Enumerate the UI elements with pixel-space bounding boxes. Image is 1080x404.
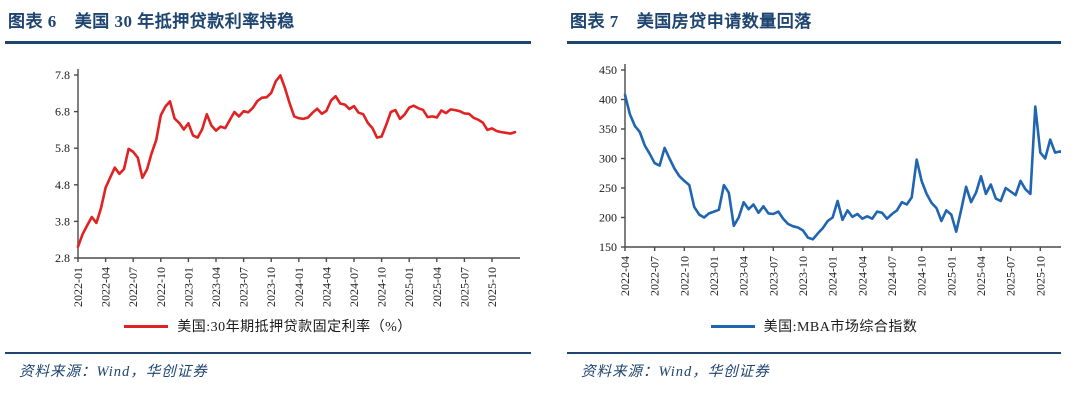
svg-text:2023-01: 2023-01 bbox=[707, 256, 721, 296]
svg-text:2022-10: 2022-10 bbox=[154, 267, 168, 307]
svg-text:300: 300 bbox=[599, 152, 617, 166]
mba-index-line-chart: 150 200 250 300 350 400 450 2022-04 2022-07 2022-… bbox=[599, 63, 1061, 296]
source-rule bbox=[567, 352, 1061, 354]
svg-text:2024-01: 2024-01 bbox=[826, 256, 840, 296]
svg-text:2024-07: 2024-07 bbox=[347, 267, 361, 307]
svg-text:2025-04: 2025-04 bbox=[974, 256, 988, 296]
svg-text:2024-01: 2024-01 bbox=[292, 267, 306, 307]
svg-text:2024-07: 2024-07 bbox=[885, 256, 899, 296]
legend-label: 美国:MBA市场综合指数 bbox=[763, 320, 918, 335]
svg-text:450: 450 bbox=[599, 63, 617, 77]
svg-text:2022-04: 2022-04 bbox=[99, 267, 113, 307]
svg-text:2022-07: 2022-07 bbox=[126, 267, 140, 307]
svg-text:150: 150 bbox=[599, 240, 617, 254]
source-text: 资料来源：Wind，华创证券 bbox=[581, 364, 770, 380]
source-rule bbox=[5, 352, 531, 354]
svg-text:2025-07: 2025-07 bbox=[457, 267, 471, 307]
svg-text:2023-04: 2023-04 bbox=[737, 256, 751, 296]
svg-text:250: 250 bbox=[599, 181, 617, 195]
svg-text:2.8: 2.8 bbox=[55, 251, 70, 265]
svg-text:6.8: 6.8 bbox=[55, 105, 70, 119]
figure-label: 图表 6 bbox=[8, 12, 57, 31]
svg-text:5.8: 5.8 bbox=[55, 141, 70, 155]
svg-text:2023-07: 2023-07 bbox=[237, 267, 251, 307]
figure-panel-left: 图表 6 美国 30 年抵押贷款利率持稳 2.8 3.8 4.8 5.8 6.8 7.8 20… bbox=[5, 0, 531, 404]
legend: 美国:30年期抵押贷款固定利率（%） bbox=[5, 316, 531, 336]
svg-text:2024-10: 2024-10 bbox=[915, 256, 929, 296]
svg-text:400: 400 bbox=[599, 93, 617, 107]
svg-text:2024-04: 2024-04 bbox=[855, 256, 869, 296]
figure-title: 图表 7 美国房贷申请数量回落 bbox=[570, 7, 812, 32]
svg-text:2023-10: 2023-10 bbox=[264, 267, 278, 307]
figure-panel-right: 图表 7 美国房贷申请数量回落 150 200 250 300 350 400 450 2022… bbox=[567, 0, 1061, 404]
title-rule bbox=[567, 41, 1061, 44]
svg-text:2024-04: 2024-04 bbox=[319, 267, 333, 307]
svg-text:2025-01: 2025-01 bbox=[944, 256, 958, 296]
svg-text:2023-04: 2023-04 bbox=[209, 267, 223, 307]
svg-text:2023-10: 2023-10 bbox=[796, 256, 810, 296]
legend-line-marker bbox=[710, 324, 755, 328]
svg-text:2025-01: 2025-01 bbox=[402, 267, 416, 307]
legend-line-marker bbox=[124, 324, 169, 328]
svg-text:2025-04: 2025-04 bbox=[430, 267, 444, 307]
svg-text:2025-07: 2025-07 bbox=[1004, 256, 1018, 296]
svg-text:2022-01: 2022-01 bbox=[71, 267, 85, 307]
title-rule bbox=[5, 41, 531, 44]
svg-text:4.8: 4.8 bbox=[55, 178, 70, 192]
svg-text:2024-10: 2024-10 bbox=[375, 267, 389, 307]
svg-text:2023-01: 2023-01 bbox=[181, 267, 195, 307]
figure-title: 图表 6 美国 30 年抵押贷款利率持稳 bbox=[8, 7, 295, 32]
figure-label: 图表 7 bbox=[570, 12, 619, 31]
legend-label: 美国:30年期抵押贷款固定利率（%） bbox=[177, 320, 412, 335]
svg-text:200: 200 bbox=[599, 211, 617, 225]
svg-text:2022-07: 2022-07 bbox=[648, 256, 662, 296]
svg-text:2025-10: 2025-10 bbox=[1033, 256, 1047, 296]
figure-title-text: 美国 30 年抵押贷款利率持稳 bbox=[74, 12, 295, 31]
legend: 美国:MBA市场综合指数 bbox=[567, 316, 1061, 336]
svg-text:2022-04: 2022-04 bbox=[618, 256, 632, 296]
svg-text:2025-10: 2025-10 bbox=[485, 267, 499, 307]
svg-text:3.8: 3.8 bbox=[55, 214, 70, 228]
source-text: 资料来源：Wind，华创证券 bbox=[19, 364, 208, 380]
svg-text:2022-10: 2022-10 bbox=[677, 256, 691, 296]
figure-title-text: 美国房贷申请数量回落 bbox=[636, 12, 812, 31]
svg-text:350: 350 bbox=[599, 122, 617, 136]
svg-text:2023-07: 2023-07 bbox=[766, 256, 780, 296]
svg-text:7.8: 7.8 bbox=[55, 68, 70, 82]
mortgage-rate-line-chart: 2.8 3.8 4.8 5.8 6.8 7.8 2022-01 2022-04 2022-07 2… bbox=[55, 68, 520, 307]
